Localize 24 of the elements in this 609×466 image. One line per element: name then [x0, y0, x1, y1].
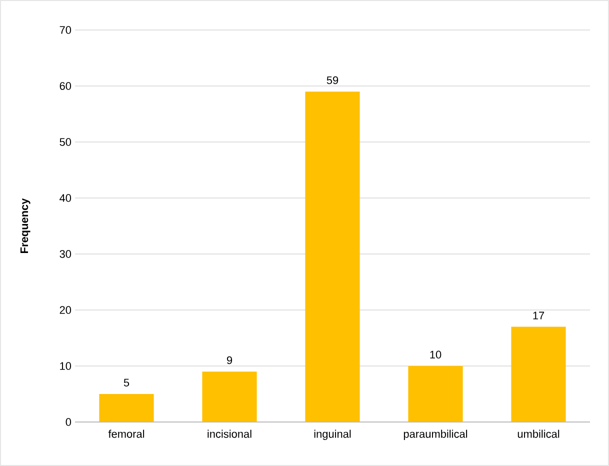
x-tick-label: umbilical: [518, 430, 560, 438]
y-tick-label: 60: [60, 82, 72, 90]
bar: [305, 92, 360, 422]
y-tick-label: 30: [60, 250, 72, 258]
x-tick-label: inguinal: [314, 430, 351, 440]
y-tick-label: 40: [60, 194, 72, 202]
y-tick-label: 50: [60, 138, 72, 146]
y-tick-label: 0: [66, 418, 72, 426]
bar: [99, 394, 154, 422]
bar: [202, 372, 257, 422]
y-tick-label: 70: [60, 26, 72, 34]
x-tick-label: femoral: [108, 430, 144, 438]
data-label: 10: [430, 350, 442, 358]
y-axis-title: Frequency: [20, 198, 30, 253]
y-tick-label: 10: [60, 362, 72, 370]
bar: [408, 366, 463, 422]
data-label: 59: [326, 76, 338, 84]
bar: [511, 326, 566, 422]
data-label: 9: [226, 356, 232, 364]
x-tick-label: paraumbilical: [404, 430, 468, 440]
y-tick-label: 20: [60, 306, 72, 314]
x-tick-label: incisional: [208, 430, 252, 438]
data-label: 17: [533, 312, 544, 320]
data-label: 5: [124, 378, 130, 386]
